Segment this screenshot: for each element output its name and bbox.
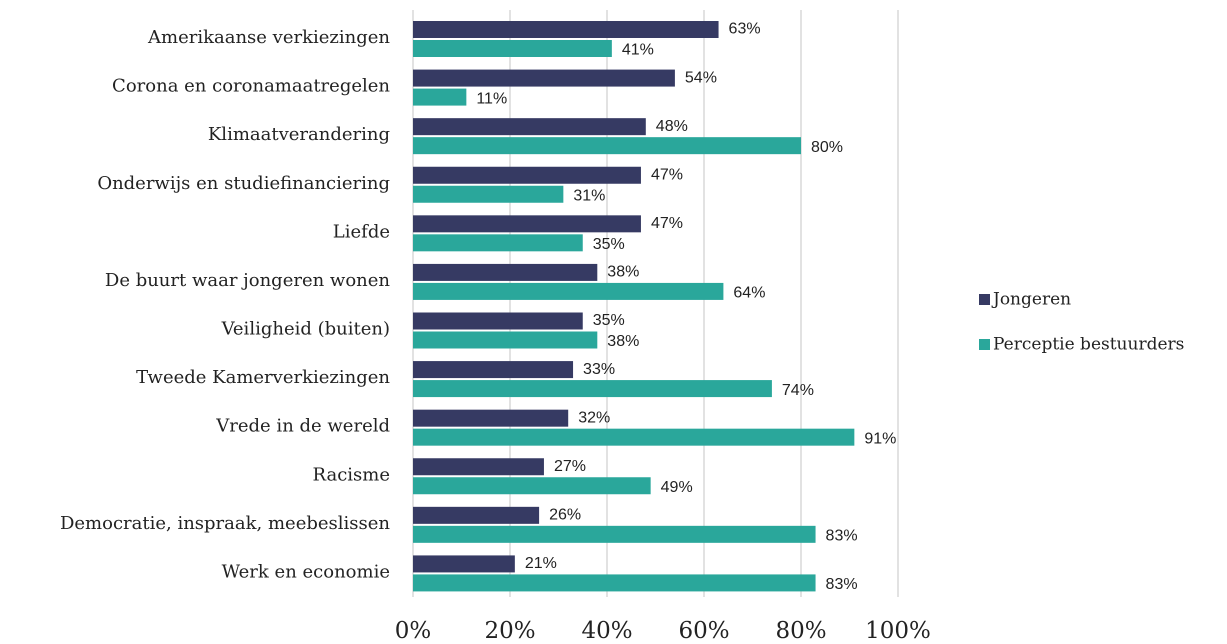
bar bbox=[413, 428, 855, 446]
value-label: 47% bbox=[651, 215, 683, 232]
value-label: 27% bbox=[554, 458, 586, 475]
bar bbox=[413, 409, 569, 427]
category-label: Amerikaanse verkiezingen bbox=[147, 27, 390, 48]
category-label: Corona en coronamaatregelen bbox=[112, 76, 390, 97]
bar bbox=[413, 263, 598, 281]
bar bbox=[413, 40, 612, 57]
legend-swatch bbox=[979, 294, 990, 305]
bar bbox=[413, 166, 641, 184]
bar bbox=[413, 525, 816, 543]
bar bbox=[413, 555, 515, 573]
value-label: 41% bbox=[622, 42, 654, 59]
category-label: Racisme bbox=[313, 464, 391, 485]
bar bbox=[413, 21, 719, 38]
bar bbox=[413, 137, 801, 155]
bar bbox=[413, 215, 641, 233]
bar bbox=[413, 312, 583, 330]
category-label: Onderwijs en studiefinanciering bbox=[97, 173, 390, 194]
category-label: Democratie, inspraak, meebeslissen bbox=[60, 513, 390, 534]
bar bbox=[413, 574, 816, 592]
x-tick-label: 100% bbox=[865, 618, 931, 644]
value-label: 80% bbox=[811, 139, 843, 156]
value-label: 33% bbox=[583, 361, 615, 378]
value-label: 26% bbox=[549, 507, 581, 524]
value-label: 35% bbox=[593, 312, 625, 329]
category-label: Tweede Kamerverkiezingen bbox=[136, 367, 390, 388]
category-label: Klimaatverandering bbox=[208, 124, 390, 145]
value-label: 47% bbox=[651, 166, 683, 183]
value-label: 91% bbox=[864, 430, 896, 447]
bar bbox=[413, 331, 598, 349]
value-label: 48% bbox=[656, 118, 688, 135]
bar bbox=[413, 118, 646, 136]
value-label: 74% bbox=[782, 382, 814, 399]
value-label: 31% bbox=[573, 187, 605, 204]
bar bbox=[413, 458, 544, 476]
bar bbox=[413, 477, 651, 495]
legend-label: Jongeren bbox=[991, 290, 1071, 310]
category-label: Liefde bbox=[333, 221, 390, 242]
category-label: Werk en economie bbox=[222, 561, 390, 582]
value-label: 49% bbox=[661, 479, 693, 496]
value-label: 38% bbox=[607, 264, 639, 281]
bar bbox=[413, 361, 574, 379]
value-label: 63% bbox=[729, 21, 761, 38]
value-label: 32% bbox=[578, 409, 610, 426]
category-label: Vrede in de wereld bbox=[215, 416, 390, 437]
legend-swatch bbox=[979, 339, 990, 350]
bar bbox=[413, 380, 772, 398]
value-label: 35% bbox=[593, 236, 625, 253]
legend-label: Perceptie bestuurders bbox=[993, 335, 1184, 355]
category-label: Veiligheid (buiten) bbox=[221, 319, 390, 340]
bar bbox=[413, 69, 675, 87]
bar bbox=[413, 282, 724, 300]
category-label: De buurt waar jongeren wonen bbox=[105, 270, 391, 291]
x-tick-label: 40% bbox=[581, 618, 632, 644]
bar bbox=[413, 88, 467, 106]
x-tick-label: 60% bbox=[678, 618, 729, 644]
bar bbox=[413, 234, 583, 252]
value-label: 11% bbox=[476, 90, 507, 107]
bar bbox=[413, 185, 564, 203]
value-label: 64% bbox=[733, 285, 765, 302]
value-label: 83% bbox=[826, 528, 858, 545]
value-label: 83% bbox=[826, 576, 858, 593]
value-label: 54% bbox=[685, 69, 717, 86]
value-label: 21% bbox=[525, 555, 557, 572]
x-tick-label: 80% bbox=[775, 618, 826, 644]
x-tick-label: 0% bbox=[395, 618, 432, 644]
x-tick-label: 20% bbox=[484, 618, 535, 644]
bar bbox=[413, 506, 540, 524]
value-label: 38% bbox=[607, 333, 639, 350]
